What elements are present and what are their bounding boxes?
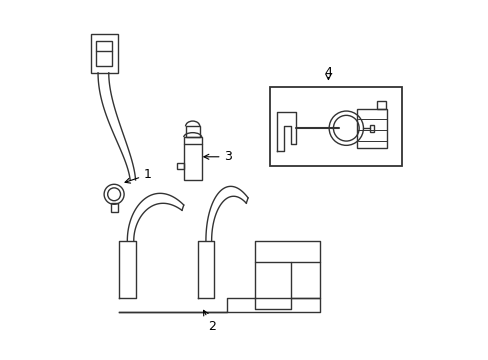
Bar (185, 126, 200, 137)
Bar (177, 163, 183, 169)
Polygon shape (255, 241, 319, 298)
Bar (96, 41, 112, 66)
Bar (110, 203, 118, 212)
Text: 2: 2 (203, 310, 216, 333)
Polygon shape (119, 298, 319, 312)
Bar (369, 125, 373, 132)
Polygon shape (119, 241, 135, 298)
Bar (376, 102, 385, 109)
Polygon shape (198, 241, 214, 298)
Bar (356, 109, 386, 148)
Text: 3: 3 (203, 150, 232, 163)
Text: 1: 1 (125, 168, 152, 183)
Bar (269, 87, 401, 166)
Text: 4: 4 (324, 66, 332, 79)
Bar (183, 137, 201, 180)
Bar (91, 33, 118, 73)
